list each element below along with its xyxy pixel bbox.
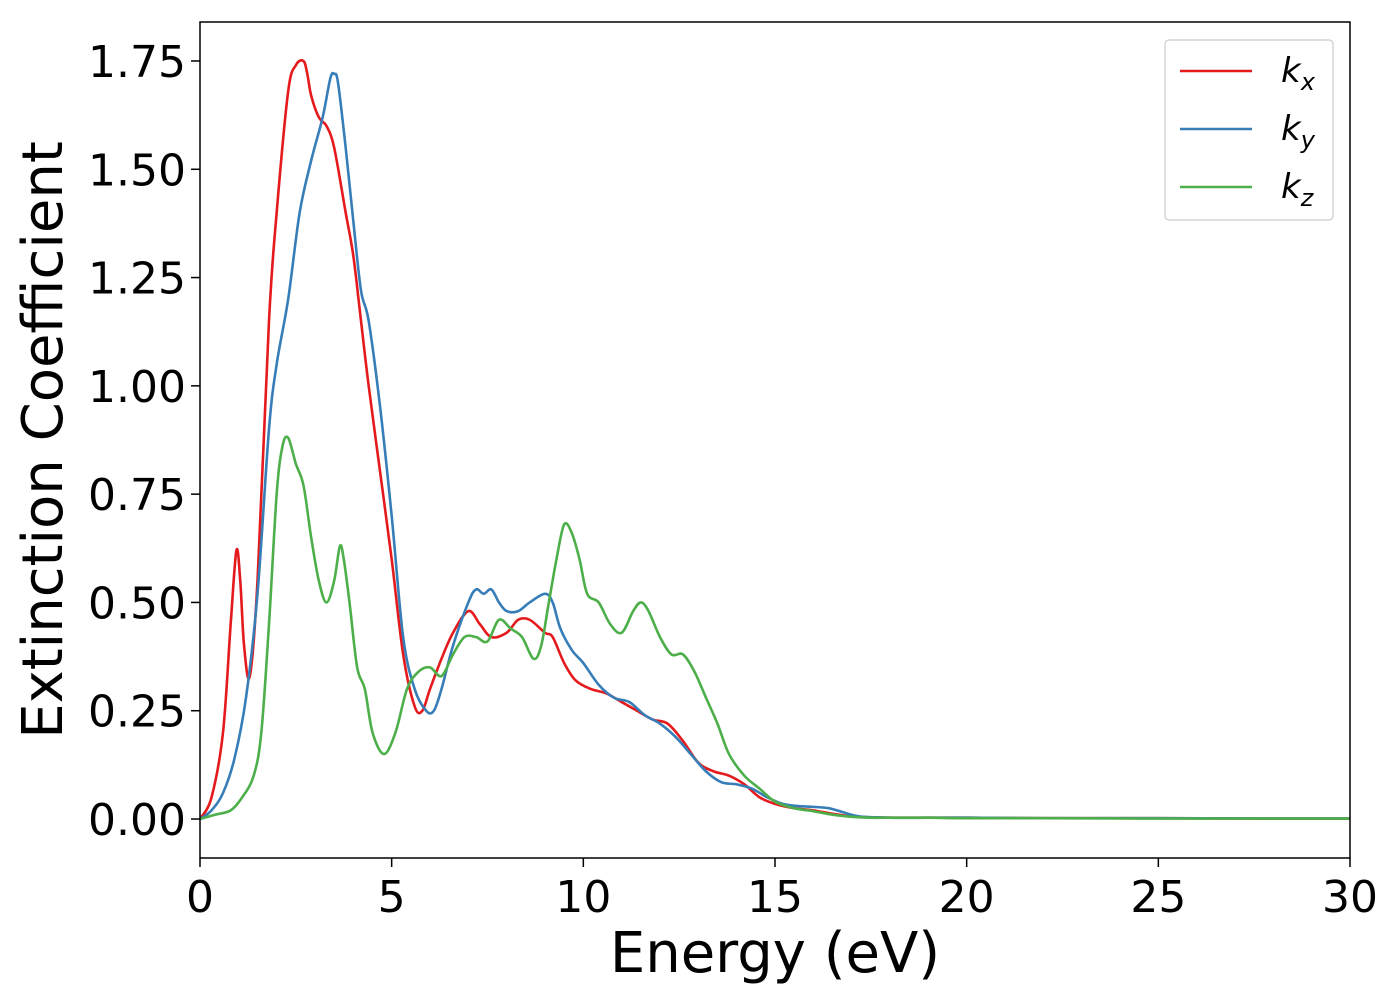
y-axis-ticks: 0.00 0.25 0.50 0.75 1.00 1.25 1.50 1.75 (88, 37, 200, 846)
series-line-ky (200, 71, 1350, 821)
y-tick-label: 0.25 (88, 687, 186, 738)
x-tick-label: 30 (1322, 872, 1378, 923)
x-tick-label: 5 (378, 872, 406, 923)
x-axis-ticks: 0 5 10 15 20 25 30 (186, 858, 1378, 923)
x-tick-label: 20 (939, 872, 995, 923)
y-tick-label: 0.00 (88, 795, 186, 846)
series-line-kz (200, 435, 1350, 821)
y-tick-label: 1.00 (88, 362, 186, 413)
y-tick-label: 0.50 (88, 578, 186, 629)
legend-label-kz: kz (1281, 167, 1315, 212)
y-axis-label: Extinction Coefficient (11, 141, 76, 739)
legend: kx ky kz (1164, 39, 1334, 221)
y-tick-label: 1.75 (88, 37, 186, 88)
y-tick-label: 1.50 (88, 145, 186, 196)
x-tick-label: 0 (186, 872, 214, 923)
x-tick-label: 25 (1130, 872, 1186, 923)
x-axis-label: Energy (eV) (610, 921, 940, 986)
legend-label-ky: ky (1281, 109, 1316, 154)
series-layer (200, 59, 1350, 821)
legend-label-kx: kx (1281, 51, 1316, 96)
y-tick-label: 0.75 (88, 470, 186, 521)
x-tick-label: 15 (747, 872, 803, 923)
x-tick-label: 10 (555, 872, 611, 923)
y-tick-label: 1.25 (88, 254, 186, 305)
